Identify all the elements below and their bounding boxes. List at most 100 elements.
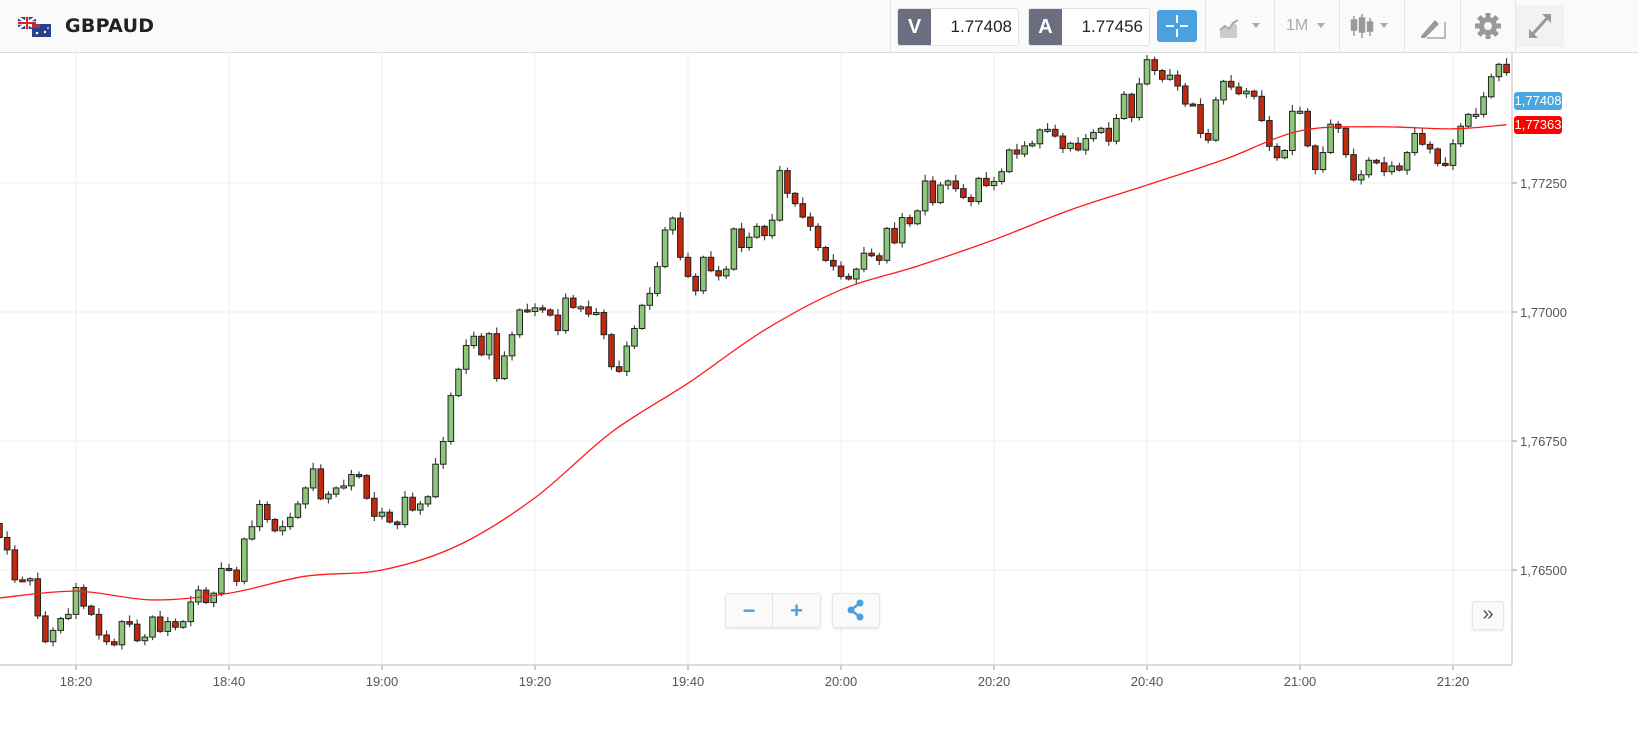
candle — [88, 604, 95, 616]
candle — [172, 618, 179, 631]
candle-body — [1082, 138, 1090, 151]
candle — [1411, 127, 1419, 156]
candle-body — [768, 219, 776, 237]
candle-style-button[interactable] — [1340, 0, 1404, 52]
candle-body — [462, 345, 470, 370]
candle — [1074, 137, 1082, 152]
share-button[interactable] — [832, 593, 880, 628]
candle — [929, 176, 937, 206]
candle — [1036, 128, 1044, 149]
candle-body — [493, 333, 501, 380]
candle — [1266, 115, 1273, 152]
candle-body — [210, 592, 217, 604]
drawing-tools-button[interactable] — [1405, 0, 1459, 52]
candle-body — [592, 312, 600, 316]
candle — [1051, 124, 1059, 138]
plot-area — [0, 53, 1512, 665]
crosshair-icon — [1166, 15, 1188, 37]
candle — [600, 309, 608, 340]
candle-body — [1289, 110, 1296, 151]
divider — [1515, 0, 1516, 52]
candle — [700, 255, 707, 294]
zoom-controls: − + — [725, 593, 821, 628]
fullscreen-button[interactable] — [1516, 5, 1564, 47]
zoom-in-button[interactable]: + — [790, 598, 803, 623]
candle-body — [149, 616, 156, 638]
scroll-to-latest-button[interactable]: » — [1472, 601, 1504, 630]
candle — [485, 332, 493, 360]
candlestick-chart[interactable]: 1,76500 1,76750 1,77000 1,77250 18:20 18:40 19… — [0, 53, 1638, 729]
candle — [195, 585, 202, 606]
candle-body — [241, 538, 248, 582]
candle — [401, 491, 409, 528]
chart-type-button[interactable] — [1206, 0, 1274, 52]
candle — [1181, 82, 1189, 108]
candle-body — [386, 511, 393, 523]
candle — [1319, 146, 1327, 173]
crosshair-button[interactable] — [1157, 10, 1197, 42]
candle — [1059, 132, 1067, 154]
candle — [1487, 73, 1495, 99]
candle — [1365, 157, 1373, 178]
candle-body — [914, 210, 921, 225]
candle-body — [279, 526, 286, 532]
candle-body — [1136, 83, 1143, 118]
candle — [317, 464, 325, 501]
timeframe-dropdown[interactable]: 1M — [1275, 0, 1339, 52]
candle — [1013, 143, 1021, 159]
candle — [623, 341, 631, 376]
candle — [1419, 128, 1426, 146]
candle-body — [447, 395, 455, 443]
candle-body — [1028, 143, 1036, 147]
candle-body — [1373, 159, 1380, 164]
candle-body — [263, 503, 271, 520]
candle-body — [1403, 152, 1411, 171]
zoom-out-button[interactable]: − — [726, 594, 773, 627]
candlestick-icon — [1350, 14, 1388, 38]
chevron-down-icon — [1317, 23, 1325, 28]
candle-body — [1503, 63, 1510, 74]
sell-price: 1.77408 — [950, 17, 1012, 36]
candle-body — [57, 618, 65, 631]
candle-body — [1090, 131, 1097, 140]
candle — [363, 474, 370, 500]
buy-price-button[interactable]: A 1.77456 — [1028, 8, 1150, 46]
candle — [1235, 82, 1243, 96]
candle-body — [1013, 149, 1021, 155]
candle — [416, 500, 424, 515]
settings-button[interactable] — [1461, 0, 1515, 52]
candle — [248, 520, 256, 541]
candle-body — [1357, 174, 1365, 181]
candle-body — [1319, 152, 1327, 171]
candle-body — [156, 616, 164, 632]
candle-body — [998, 171, 1005, 182]
candle — [1250, 89, 1258, 100]
candle-body — [868, 252, 875, 257]
candle — [501, 351, 508, 381]
candle — [791, 191, 799, 207]
candle — [1212, 96, 1220, 142]
candle-body — [661, 229, 669, 268]
sell-price-button[interactable]: V 1.77408 — [897, 8, 1019, 46]
candle — [715, 266, 722, 281]
candle — [1166, 68, 1174, 81]
candle — [1044, 123, 1051, 133]
candle — [730, 227, 738, 271]
candle-body — [1174, 74, 1181, 87]
candle-body — [860, 252, 868, 270]
candle-body — [784, 170, 791, 194]
candle-body — [1189, 103, 1197, 107]
candle — [592, 307, 600, 316]
candle — [998, 168, 1005, 185]
candle-body — [883, 227, 891, 261]
candle-body — [569, 297, 577, 308]
candle-body — [172, 621, 179, 628]
candle — [439, 436, 447, 469]
candle-body — [317, 468, 325, 500]
candle — [1457, 123, 1464, 147]
candle — [1503, 58, 1510, 76]
candle — [225, 563, 233, 572]
candle-body — [72, 587, 80, 615]
gb-au-flag-icon — [18, 17, 51, 37]
candle-body — [937, 184, 944, 204]
